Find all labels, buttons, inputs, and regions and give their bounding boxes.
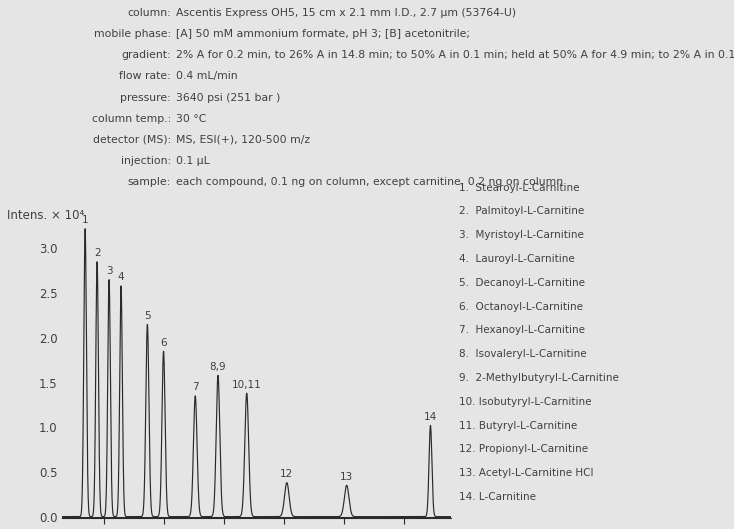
Text: MS, ESI(+), 120-500 m/z: MS, ESI(+), 120-500 m/z	[176, 135, 310, 145]
Text: column:: column:	[127, 8, 171, 18]
Text: mobile phase:: mobile phase:	[94, 29, 171, 39]
Text: 0.4 mL/min: 0.4 mL/min	[176, 71, 238, 81]
Text: 3640 psi (251 bar ): 3640 psi (251 bar )	[176, 93, 280, 103]
Text: 3.  Myristoyl-L-Carnitine: 3. Myristoyl-L-Carnitine	[459, 230, 584, 240]
Text: 13: 13	[340, 472, 353, 482]
Text: 10,11: 10,11	[232, 380, 261, 390]
Text: 7: 7	[192, 382, 199, 393]
Text: each compound, 0.1 ng on column, except carnitine, 0.2 ng on column: each compound, 0.1 ng on column, except …	[176, 177, 563, 187]
Text: Intens. × 10⁴: Intens. × 10⁴	[7, 209, 84, 222]
Text: 10. Isobutyryl-L-Carnitine: 10. Isobutyryl-L-Carnitine	[459, 397, 592, 407]
Text: 2% A for 0.2 min, to 26% A in 14.8 min; to 50% A in 0.1 min; held at 50% A for 4: 2% A for 0.2 min, to 26% A in 14.8 min; …	[176, 50, 734, 60]
Text: 30 °C: 30 °C	[176, 114, 206, 124]
Text: 7.  Hexanoyl-L-Carnitine: 7. Hexanoyl-L-Carnitine	[459, 325, 585, 335]
Text: pressure:: pressure:	[120, 93, 171, 103]
Text: 4.  Lauroyl-L-Carnitine: 4. Lauroyl-L-Carnitine	[459, 254, 575, 264]
Text: 9.  2-Methylbutyryl-L-Carnitine: 9. 2-Methylbutyryl-L-Carnitine	[459, 373, 619, 383]
Text: Ascentis Express OH5, 15 cm x 2.1 mm I.D., 2.7 μm (53764-U): Ascentis Express OH5, 15 cm x 2.1 mm I.D…	[176, 8, 516, 18]
Text: column temp.:: column temp.:	[92, 114, 171, 124]
Text: detector (MS):: detector (MS):	[92, 135, 171, 145]
Text: 12: 12	[280, 469, 294, 479]
Text: 2.  Palmitoyl-L-Carnitine: 2. Palmitoyl-L-Carnitine	[459, 206, 584, 216]
Text: 1: 1	[81, 215, 88, 225]
Text: 0.1 μL: 0.1 μL	[176, 156, 210, 166]
Text: 5: 5	[144, 311, 150, 321]
Text: 1.  Stearoyl-L-Carnitine: 1. Stearoyl-L-Carnitine	[459, 183, 579, 193]
Text: [A] 50 mM ammonium formate, pH 3; [B] acetonitrile;: [A] 50 mM ammonium formate, pH 3; [B] ac…	[176, 29, 470, 39]
Text: 3: 3	[106, 266, 112, 276]
Text: 8.  Isovaleryl-L-Carnitine: 8. Isovaleryl-L-Carnitine	[459, 349, 586, 359]
Text: 14. L-Carnitine: 14. L-Carnitine	[459, 492, 536, 502]
Text: 2: 2	[94, 248, 101, 258]
Text: flow rate:: flow rate:	[119, 71, 171, 81]
Text: 11. Butyryl-L-Carnitine: 11. Butyryl-L-Carnitine	[459, 421, 577, 431]
Text: 6.  Octanoyl-L-Carnitine: 6. Octanoyl-L-Carnitine	[459, 302, 583, 312]
Text: 14: 14	[424, 412, 437, 422]
Text: 4: 4	[117, 272, 124, 282]
Text: 5.  Decanoyl-L-Carnitine: 5. Decanoyl-L-Carnitine	[459, 278, 585, 288]
Text: 6: 6	[160, 338, 167, 348]
Text: 8,9: 8,9	[210, 362, 226, 372]
Text: 13. Acetyl-L-Carnitine HCl: 13. Acetyl-L-Carnitine HCl	[459, 468, 593, 478]
Text: injection:: injection:	[121, 156, 171, 166]
Text: sample:: sample:	[128, 177, 171, 187]
Text: 12. Propionyl-L-Carnitine: 12. Propionyl-L-Carnitine	[459, 444, 588, 454]
Text: gradient:: gradient:	[121, 50, 171, 60]
